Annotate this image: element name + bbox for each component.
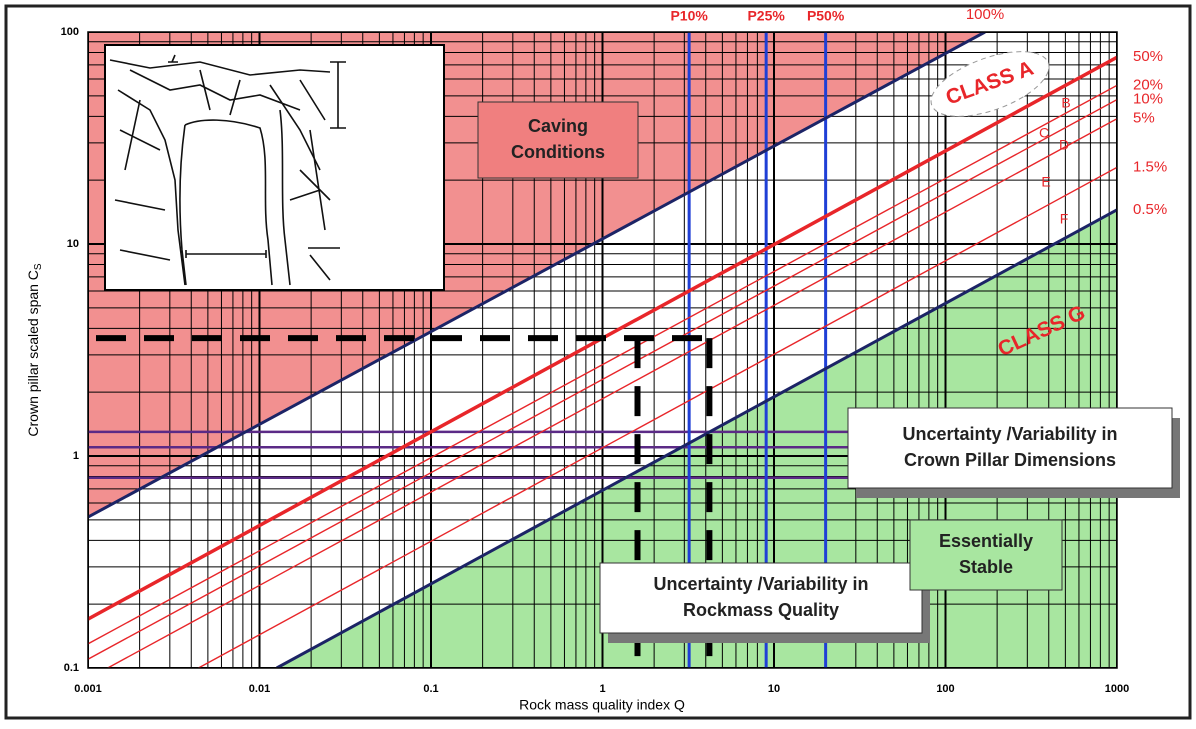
x-tick-label: 1 [599,683,605,695]
texts: 0.001 0.01 0.1 1 10 100 1000 0.1 1 10 100 P10% P25% P… [25,6,1180,713]
y-axis-title-sub: S [33,263,44,270]
series-line [88,98,1117,660]
quality-text: Rockmass Quality [683,600,839,620]
percentile-label: P50% [807,8,845,24]
percentile-label: P10% [670,8,708,24]
percentile-label: P25% [747,8,785,24]
class-a-backdrop [930,51,1050,117]
y-tick-label: 1 [73,450,79,462]
series-label: 50% [1133,48,1163,65]
plot-border [87,31,1118,669]
series-label: 10% [1133,91,1163,108]
series-line [196,166,1117,668]
class-letter: B [1061,95,1070,111]
series-line [88,84,1117,645]
inset [104,44,445,291]
x-axis-title: Rock mass quality index Q [519,697,685,713]
series-label: 0.5% [1133,201,1167,218]
caving-text: Caving [528,116,588,136]
series-line [106,118,1117,668]
x-tick-label: 0.001 [74,683,102,695]
y-tick-label: 0.1 [64,662,79,674]
x-tick-label: 1000 [1105,683,1129,695]
dimension-text: Uncertainty /Variability in [902,424,1117,444]
class-letter: C [1039,125,1049,141]
x-tick-label: 10 [768,683,780,695]
dimension-box [847,407,1173,489]
y-tick-label: 10 [67,238,79,250]
series-label: 20% [1133,76,1163,93]
inset-frame [104,44,445,291]
inset-sketch [109,54,346,286]
class-letter: F [1060,211,1069,227]
y-tick-label: 100 [61,26,79,38]
caving-box [477,101,639,179]
series-line [88,32,986,519]
caving-text: Conditions [511,142,605,162]
class-letter: E [1041,174,1050,190]
dimension-text: Crown Pillar Dimensions [904,450,1116,470]
x-tick-label: 0.1 [423,683,438,695]
x-tick-label: 0.01 [249,683,270,695]
quality-box [599,562,923,634]
stable-box [909,519,1063,591]
series-label: 5% [1133,110,1155,127]
quality-text: Uncertainty /Variability in [653,574,868,594]
x-tick-label: 100 [936,683,954,695]
class-letter: D [1059,137,1069,153]
y-axis-title-main: Crown pillar scaled span C [25,270,41,437]
stable-text: Stable [959,557,1013,577]
y-axis-title: Crown pillar scaled span CS [25,263,44,437]
series-label: 100% [966,6,1004,23]
stable-text: Essentially [939,531,1033,551]
series-line [275,208,1117,668]
series-label: 1.5% [1133,158,1167,175]
